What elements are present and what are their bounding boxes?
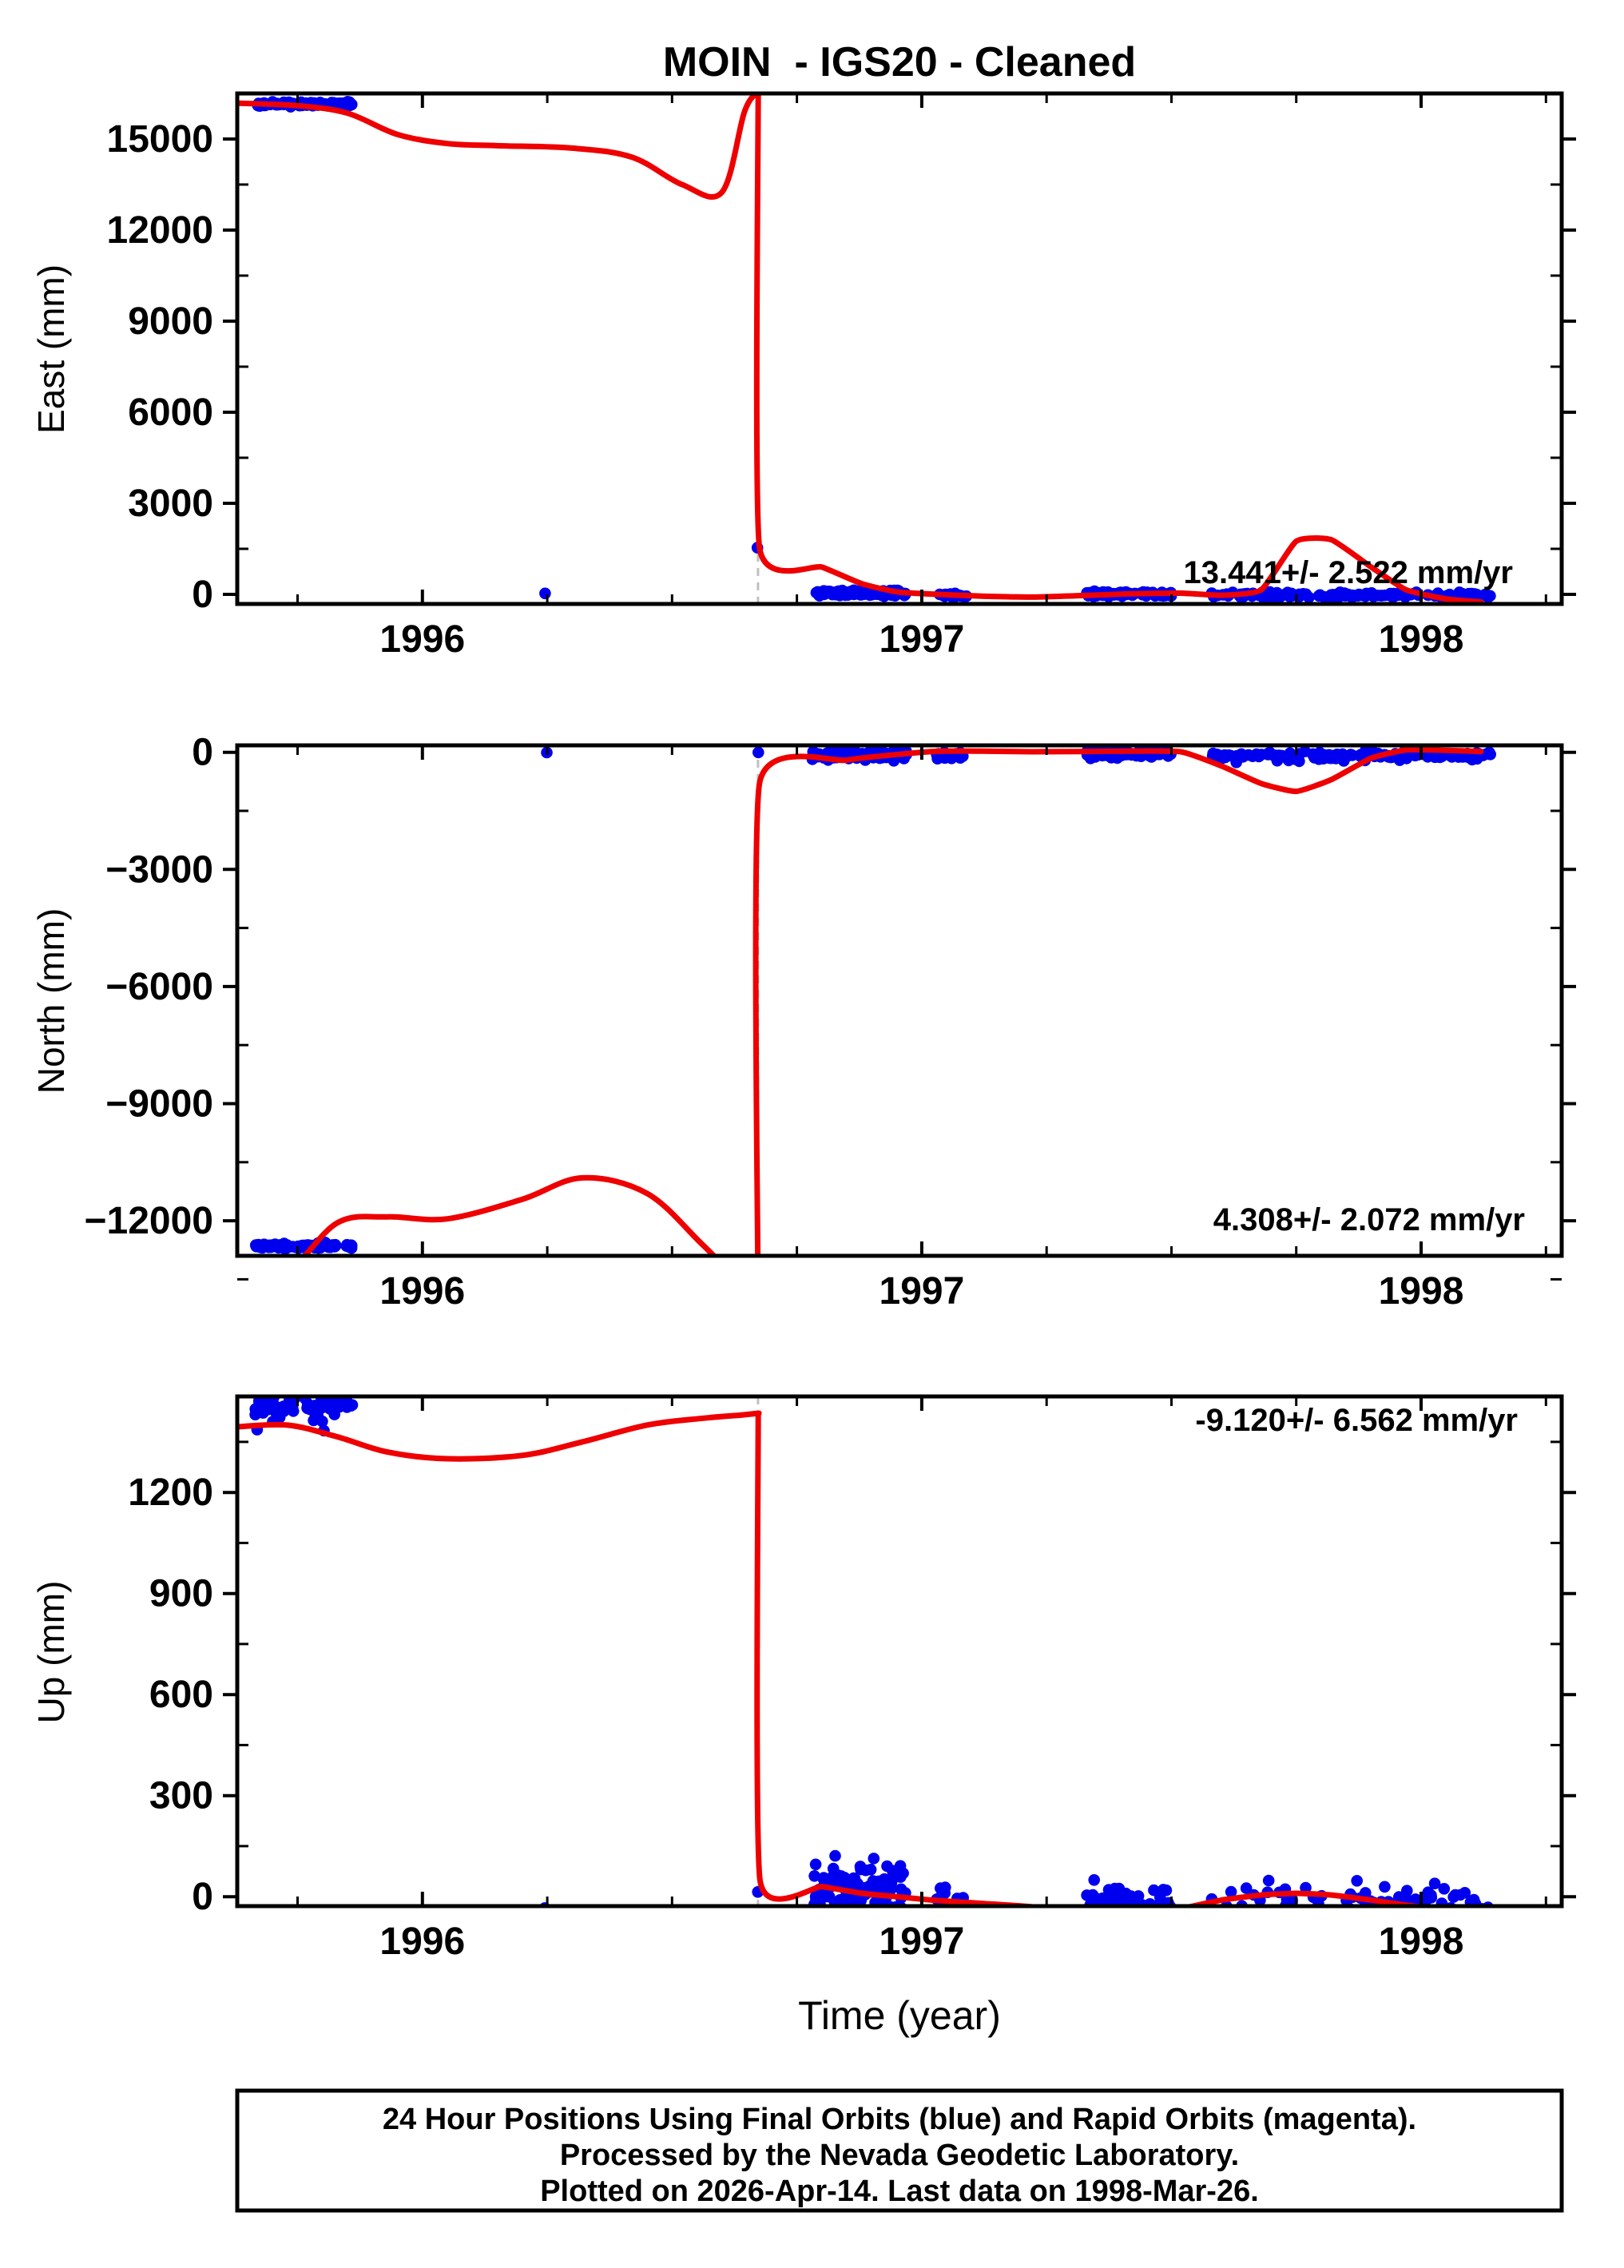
svg-text:−3000: −3000 <box>105 848 213 891</box>
svg-text:MOIN - IGS20 - Cleaned: MOIN - IGS20 - Cleaned <box>663 39 1136 85</box>
svg-text:1200: 1200 <box>128 1472 213 1514</box>
svg-text:Time (year): Time (year) <box>798 1993 1001 2038</box>
svg-text:12000: 12000 <box>107 209 213 252</box>
svg-text:−9000: −9000 <box>105 1083 213 1126</box>
svg-text:1998: 1998 <box>1379 1920 1464 1963</box>
svg-text:Plotted on 2026-Apr-14. Last d: Plotted on 2026-Apr-14. Last data on 199… <box>540 2175 1259 2208</box>
svg-text:1998: 1998 <box>1379 1270 1464 1313</box>
svg-text:0: 0 <box>192 574 213 616</box>
svg-text:−6000: −6000 <box>105 966 213 1008</box>
svg-text:1997: 1997 <box>880 618 965 661</box>
svg-text:0: 0 <box>192 732 213 774</box>
svg-text:East (mm): East (mm) <box>30 264 72 434</box>
svg-text:1996: 1996 <box>379 1920 465 1963</box>
svg-text:900: 900 <box>149 1573 213 1615</box>
svg-text:24 Hour Positions Using Final: 24 Hour Positions Using Final Orbits (bl… <box>383 2103 1416 2136</box>
svg-text:Processed by the Nevada Geodet: Processed by the Nevada Geodetic Laborat… <box>560 2139 1239 2172</box>
svg-text:1997: 1997 <box>880 1270 965 1313</box>
svg-text:Up (mm): Up (mm) <box>30 1581 72 1724</box>
svg-text:15000: 15000 <box>107 118 213 161</box>
svg-text:-9.120+/- 6.562 mm/yr: -9.120+/- 6.562 mm/yr <box>1195 1403 1518 1438</box>
svg-text:6000: 6000 <box>128 391 213 434</box>
svg-text:−12000: −12000 <box>84 1200 213 1242</box>
svg-text:3000: 3000 <box>128 483 213 525</box>
svg-text:300: 300 <box>149 1775 213 1817</box>
svg-text:9000: 9000 <box>128 300 213 343</box>
svg-text:1998: 1998 <box>1379 618 1464 661</box>
svg-text:1997: 1997 <box>880 1920 965 1963</box>
svg-text:1996: 1996 <box>379 1270 465 1313</box>
svg-text:600: 600 <box>149 1674 213 1716</box>
svg-text:North (mm): North (mm) <box>30 908 72 1094</box>
svg-text:13.441+/- 2.522 mm/yr: 13.441+/- 2.522 mm/yr <box>1183 555 1513 590</box>
svg-text:0: 0 <box>192 1876 213 1918</box>
svg-text:1996: 1996 <box>379 618 465 661</box>
svg-text:4.308+/- 2.072 mm/yr: 4.308+/- 2.072 mm/yr <box>1213 1202 1525 1237</box>
